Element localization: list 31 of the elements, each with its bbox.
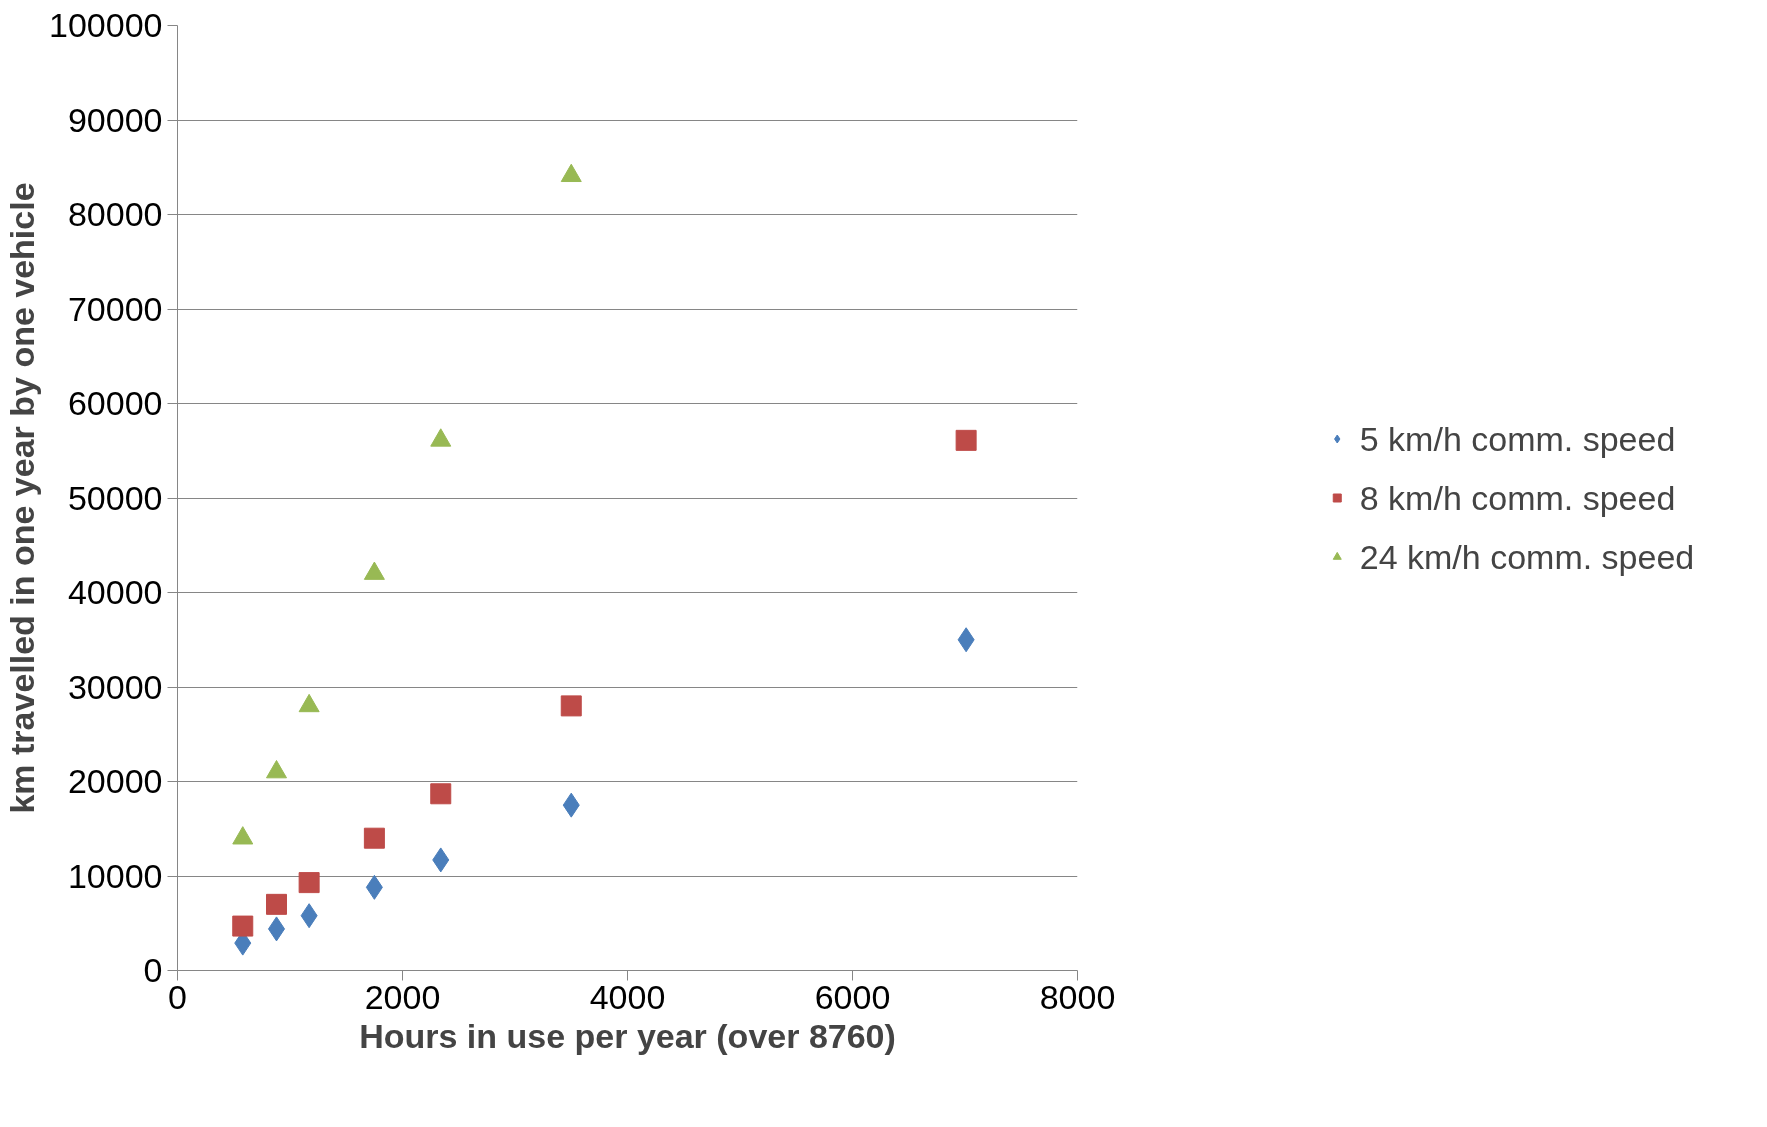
point	[430, 428, 452, 447]
y-tick-label: 10000	[67, 856, 163, 895]
y-tick-label: 100000	[49, 6, 163, 44]
point	[560, 163, 582, 183]
x-tick-label: 4000	[589, 977, 666, 1016]
point	[363, 827, 385, 849]
point	[363, 561, 385, 580]
point	[955, 429, 977, 451]
point	[560, 695, 582, 717]
y-tick-label: 40000	[67, 573, 163, 611]
x-tick-label: 6000	[814, 977, 891, 1016]
point	[266, 893, 287, 915]
x-axis-title: Hours in use per year (over 8760)	[359, 1016, 896, 1055]
point	[430, 783, 452, 805]
legend-label: 5 km/h comm. speed	[1359, 419, 1676, 458]
y-tick-label: 0	[143, 951, 163, 989]
x-tick-label: 2000	[364, 977, 441, 1016]
x-tick-label: 8000	[1039, 977, 1116, 1016]
y-tick-label: 20000	[67, 762, 163, 800]
y-tick-label: 60000	[67, 384, 163, 422]
y-axis-title: km travelled in one year by one vehicle	[3, 182, 42, 814]
y-tick-label: 50000	[67, 478, 163, 517]
y-tick-label: 70000	[67, 289, 163, 328]
legend-label: 8 km/h comm. speed	[1359, 478, 1676, 517]
point	[232, 915, 254, 937]
y-tick-label: 90000	[67, 100, 163, 139]
point	[298, 872, 320, 894]
x-tick-label: 0	[168, 977, 187, 1016]
y-tick-label: 80000	[67, 195, 163, 233]
y-tick-label: 30000	[67, 667, 163, 706]
legend-label: 24 km/h comm. speed	[1359, 537, 1695, 576]
